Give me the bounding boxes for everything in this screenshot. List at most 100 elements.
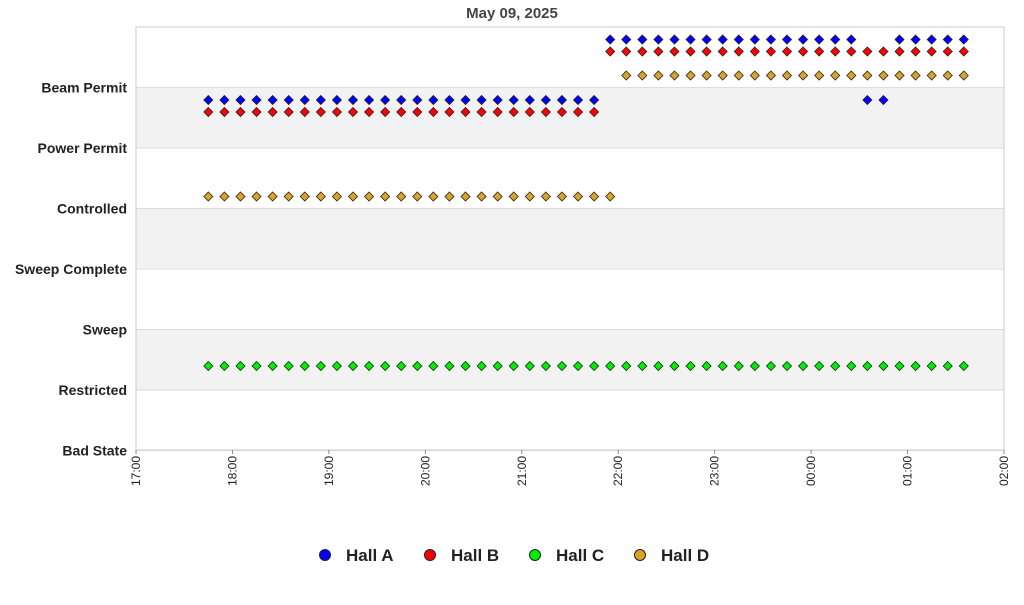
point-hall-b xyxy=(331,106,342,118)
point-hall-a xyxy=(605,34,616,45)
point-hall-d xyxy=(347,191,359,202)
point-hall-d xyxy=(492,191,503,202)
point-hall-a xyxy=(508,94,519,106)
point-hall-a xyxy=(315,94,326,106)
point-hall-d xyxy=(572,191,584,202)
point-hall-a xyxy=(267,94,278,106)
series-hall-d xyxy=(203,70,969,202)
point-hall-b xyxy=(267,106,278,118)
point-hall-a xyxy=(830,34,841,45)
point-hall-b xyxy=(412,106,423,118)
point-hall-b xyxy=(765,46,776,57)
legend-label-hall-c: Hall C xyxy=(556,546,604,565)
point-hall-a xyxy=(524,94,535,106)
point-hall-d xyxy=(412,191,423,202)
point-hall-b xyxy=(251,106,262,118)
point-hall-d xyxy=(203,191,214,202)
point-hall-b xyxy=(203,106,214,118)
point-hall-c xyxy=(765,360,776,372)
point-hall-a xyxy=(637,34,648,45)
point-hall-b xyxy=(347,106,359,118)
point-hall-c xyxy=(862,360,873,372)
point-hall-b xyxy=(830,46,841,57)
point-hall-d xyxy=(524,191,535,202)
point-hall-a xyxy=(733,34,744,45)
point-hall-d xyxy=(235,191,246,202)
point-hall-a xyxy=(701,34,712,45)
point-hall-c xyxy=(396,360,407,372)
point-hall-c xyxy=(508,360,519,372)
row-bands xyxy=(136,87,1004,451)
point-hall-a xyxy=(653,34,664,45)
point-hall-d xyxy=(508,191,519,202)
point-hall-a xyxy=(798,34,809,45)
x-tick-label: 23:00 xyxy=(708,456,722,486)
point-hall-c xyxy=(669,360,680,372)
point-hall-a xyxy=(781,34,793,45)
point-hall-c xyxy=(203,360,214,372)
point-hall-c xyxy=(540,360,551,372)
band-bad-state xyxy=(136,390,1004,451)
point-hall-a xyxy=(589,94,600,106)
point-hall-c xyxy=(798,360,809,372)
point-hall-a xyxy=(460,94,471,106)
y-label-sweep: Sweep xyxy=(83,322,127,338)
point-hall-d xyxy=(717,70,728,81)
point-hall-d xyxy=(781,70,793,81)
point-hall-d xyxy=(396,191,407,202)
point-hall-a xyxy=(846,34,857,45)
point-hall-c xyxy=(910,360,921,372)
point-hall-c xyxy=(958,360,969,372)
y-label-sweep-complete: Sweep Complete xyxy=(15,261,127,277)
point-hall-d xyxy=(331,191,342,202)
point-hall-a xyxy=(894,34,905,45)
point-hall-b xyxy=(396,106,407,118)
point-hall-a xyxy=(669,34,680,45)
point-hall-c xyxy=(894,360,905,372)
point-hall-d xyxy=(733,70,744,81)
point-hall-d xyxy=(830,70,841,81)
point-hall-d xyxy=(476,191,487,202)
band-sweep xyxy=(136,269,1004,330)
point-hall-a xyxy=(685,34,696,45)
point-hall-a xyxy=(364,94,375,106)
point-hall-c xyxy=(830,360,841,372)
point-hall-c xyxy=(926,360,937,372)
point-hall-b xyxy=(749,46,760,57)
point-hall-c xyxy=(685,360,696,372)
point-hall-b xyxy=(219,106,230,118)
point-hall-b xyxy=(862,46,873,57)
point-hall-d xyxy=(605,191,616,202)
point-hall-a xyxy=(717,34,728,45)
point-hall-d xyxy=(540,191,551,202)
point-hall-d xyxy=(299,191,310,202)
series-hall-b xyxy=(203,46,969,118)
point-hall-c xyxy=(749,360,760,372)
point-hall-b xyxy=(283,106,294,118)
point-hall-c xyxy=(701,360,712,372)
point-hall-b xyxy=(621,46,632,57)
point-hall-d xyxy=(267,191,278,202)
legend-marker-hall-b xyxy=(424,549,436,561)
point-hall-c xyxy=(476,360,487,372)
point-hall-d xyxy=(283,191,294,202)
point-hall-d xyxy=(765,70,776,81)
point-hall-d xyxy=(219,191,230,202)
point-hall-b xyxy=(717,46,728,57)
point-hall-c xyxy=(942,360,953,372)
point-hall-a xyxy=(283,94,294,106)
point-hall-a xyxy=(958,34,969,45)
point-hall-c xyxy=(814,360,825,372)
point-hall-b xyxy=(476,106,487,118)
point-hall-b xyxy=(910,46,921,57)
point-hall-c xyxy=(637,360,648,372)
point-hall-b xyxy=(942,46,953,57)
x-tick-label: 19:00 xyxy=(322,456,336,486)
point-hall-b xyxy=(701,46,712,57)
point-hall-a xyxy=(540,94,551,106)
point-hall-b xyxy=(958,46,969,57)
point-hall-d xyxy=(814,70,825,81)
y-label-controlled: Controlled xyxy=(57,201,127,217)
point-hall-d xyxy=(428,191,439,202)
